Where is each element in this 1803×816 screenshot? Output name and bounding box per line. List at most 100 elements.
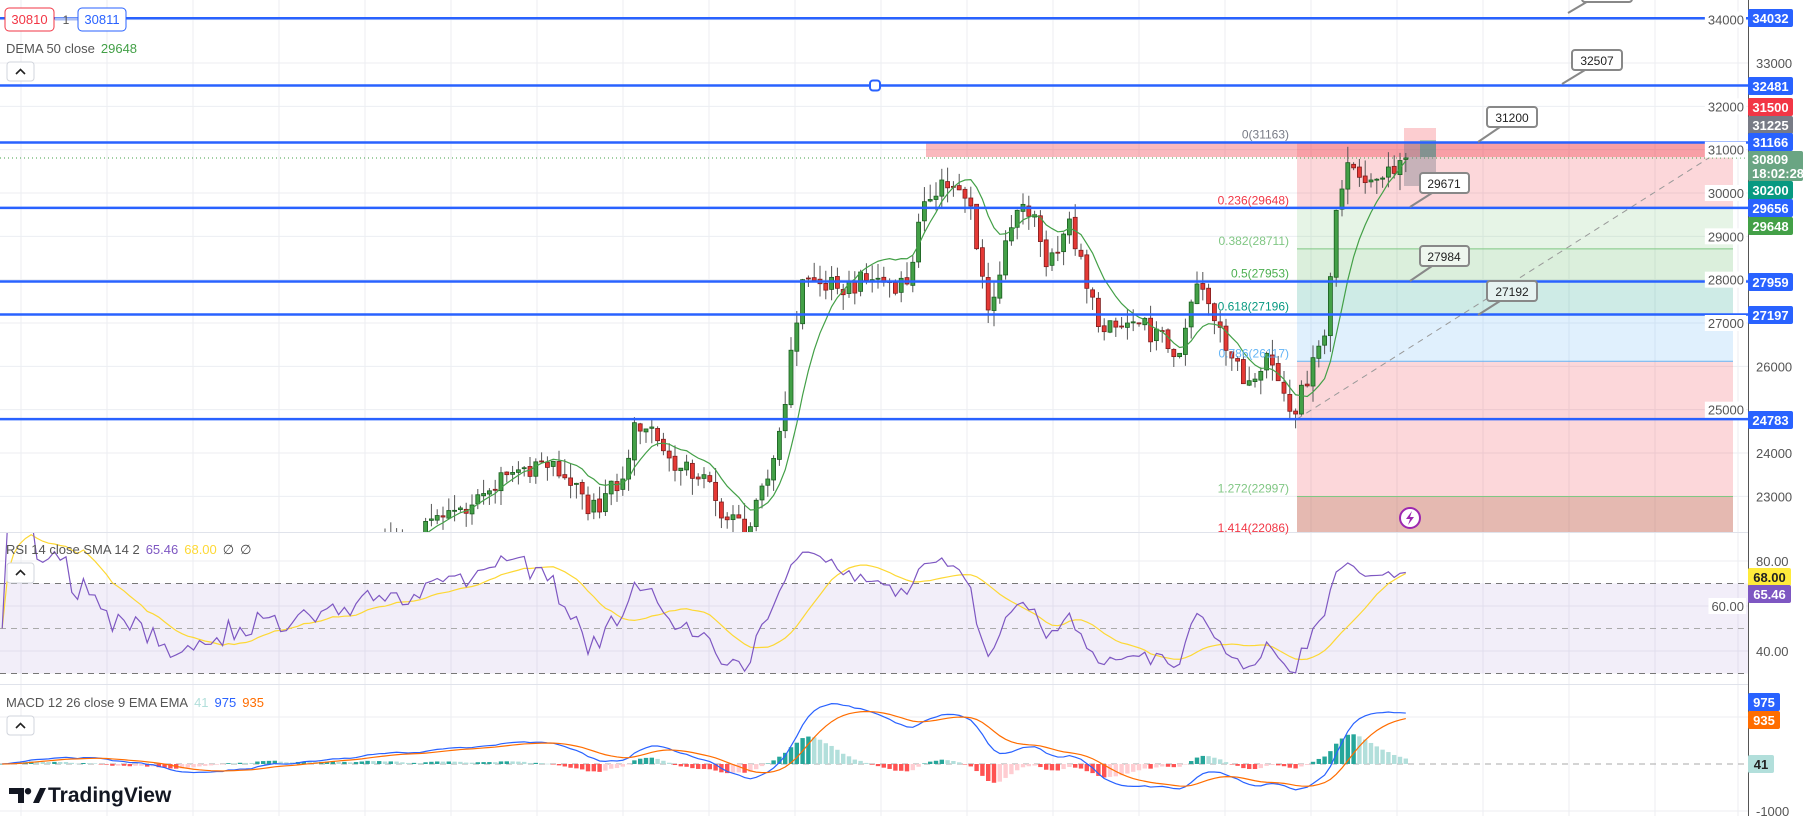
macd-histogram-bar: [1020, 764, 1026, 768]
macd-histogram-bar: [574, 764, 579, 769]
candle-body: [875, 277, 881, 280]
position-entry-zone[interactable]: [1420, 140, 1436, 157]
macd-histogram-bar: [1218, 759, 1223, 764]
rsi-tick-label: 40.00: [1756, 644, 1789, 659]
callout-text: 31200: [1495, 111, 1529, 125]
macd-histogram-bar: [609, 764, 614, 769]
price-axis[interactable]: 34032 32481 31500 31225 31166 30200 29656 29648…: [1748, 0, 1803, 816]
candle-body: [556, 461, 562, 477]
macd-histogram-bar: [139, 764, 144, 766]
candle: [724, 512, 730, 529]
candle: [412, 534, 416, 557]
candle: [122, 556, 126, 575]
resistance-zone[interactable]: [926, 142, 1733, 157]
candle: [354, 552, 358, 581]
quote-panel: 30810 1 30811 DEMA 50 close 29648: [4, 7, 137, 82]
candle-body: [348, 561, 352, 568]
candle: [1322, 329, 1327, 355]
candle: [643, 428, 649, 443]
macd-histogram-bar: [806, 736, 811, 764]
macd-histogram-bar: [1322, 756, 1327, 764]
macd-histogram-bar: [1171, 764, 1176, 768]
fib-zone: [1297, 419, 1733, 497]
macd-histogram-bar: [759, 764, 765, 767]
candle-body: [371, 541, 375, 549]
macd-histogram-bar: [991, 764, 997, 783]
badge-bg: [1748, 133, 1793, 151]
fib-retracement[interactable]: [0, 128, 1748, 536]
candle: [968, 186, 974, 220]
macd-histogram-bar: [852, 759, 857, 764]
candle-body: [1386, 166, 1391, 178]
price-callouts[interactable]: 32507 31200 29671 27984 27192: [1409, 0, 1633, 316]
sell-button[interactable]: [4, 7, 55, 32]
macd-histogram-bar: [1015, 764, 1020, 771]
macd-histogram-bar: [104, 764, 109, 765]
candle: [632, 417, 637, 476]
rsi-collapse-button[interactable]: [6, 562, 35, 584]
badge-bg: [1748, 199, 1793, 217]
macd-value: 975: [215, 695, 237, 710]
candle: [748, 522, 753, 532]
price-badge: 30200: [1748, 181, 1793, 199]
candle-body: [545, 461, 550, 468]
candle: [1270, 339, 1275, 381]
candle-body: [736, 514, 742, 519]
macd-collapse-button[interactable]: [6, 715, 35, 736]
macd-histogram-bar: [208, 764, 214, 766]
callout-27984[interactable]: 27984: [1409, 245, 1470, 282]
candle: [811, 262, 817, 282]
macd-histogram-bar: [846, 756, 852, 764]
callout-top-partial[interactable]: [1567, 0, 1633, 14]
candle-body: [428, 518, 434, 521]
callout-31200[interactable]: 31200: [1477, 106, 1538, 143]
macd-histogram-bar: [1177, 764, 1182, 767]
line-drag-handle[interactable]: [869, 79, 881, 92]
macd-histogram-bar: [968, 764, 973, 767]
callout-32507[interactable]: 32507: [1561, 49, 1623, 85]
callout-27192[interactable]: 27192: [1477, 280, 1538, 316]
candle: [1177, 352, 1182, 359]
macd-histogram-bar: [939, 759, 944, 764]
position-target-zone[interactable]: [1404, 128, 1436, 142]
candle-body: [864, 273, 869, 281]
horizontal-levels[interactable]: [0, 17, 1748, 421]
candle-body: [939, 179, 945, 197]
candle-body: [980, 247, 985, 277]
macd-histogram-bar: [81, 762, 86, 764]
macd-histogram-bar: [243, 762, 248, 764]
callout-29671[interactable]: 29671: [1409, 172, 1470, 208]
candle: [591, 493, 597, 520]
candle: [434, 509, 440, 525]
candle: [1148, 305, 1153, 353]
macd-histogram-bar: [696, 764, 701, 769]
candle: [1403, 152, 1409, 173]
macd-histogram-bar: [394, 761, 399, 764]
macd-histogram-bar: [1183, 764, 1188, 765]
spread: 1: [63, 13, 70, 27]
chevron-up-icon: [15, 68, 26, 75]
candle-body: [991, 296, 997, 311]
buy-button[interactable]: [77, 7, 127, 32]
badge-text: 24783: [1752, 413, 1788, 428]
badge-text: 34032: [1752, 11, 1788, 26]
dema-value: 29648: [101, 41, 137, 56]
collapse-button[interactable]: [6, 61, 35, 82]
macd-histogram-bar: [870, 764, 875, 765]
candle: [672, 445, 678, 482]
alert-button[interactable]: [1399, 507, 1421, 529]
candle: [1328, 272, 1333, 352]
macd-histogram-bar: [1113, 764, 1118, 777]
candle-body: [1252, 378, 1258, 383]
macd-histogram-bar: [377, 761, 382, 764]
tradingview-logo[interactable]: TradingView: [9, 784, 172, 807]
candle-body: [794, 322, 800, 352]
macd-histogram-bar: [638, 758, 643, 764]
candle: [377, 533, 381, 556]
badge-bg: [1748, 98, 1793, 116]
macd-histogram-bar: [829, 745, 834, 764]
candle: [1154, 321, 1159, 351]
candle-body: [539, 460, 544, 463]
candle-body: [1067, 218, 1072, 236]
